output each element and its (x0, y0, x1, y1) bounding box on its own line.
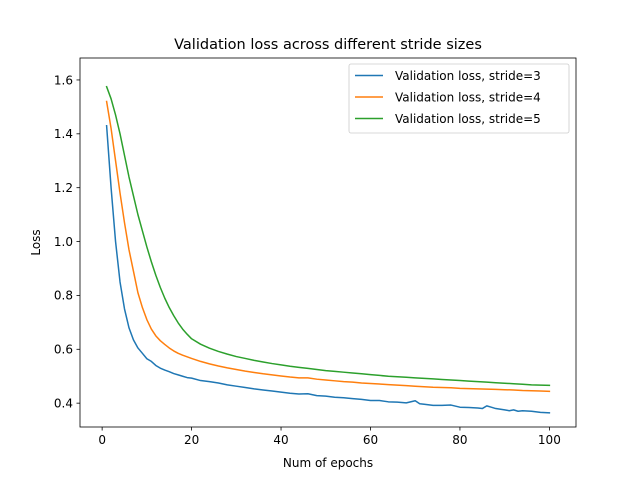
x-axis-label: Num of epochs (283, 456, 373, 470)
x-tick-label: 20 (184, 433, 199, 447)
y-tick-label: 1.2 (54, 181, 73, 195)
legend: Validation loss, stride=3 Validation loss… (348, 63, 570, 134)
x-axis-ticks: 0 20 40 60 80 100 (98, 427, 561, 447)
x-tick-label: 0 (98, 433, 106, 447)
x-tick-label: 100 (538, 433, 561, 447)
y-tick-label: 1.4 (54, 127, 73, 141)
y-axis-label: Loss (29, 229, 43, 255)
x-tick-label: 80 (452, 433, 467, 447)
series-line-2 (105, 100, 551, 393)
series-line-1 (105, 124, 551, 414)
legend-box (348, 63, 570, 134)
legend-entries: Validation loss, stride=3 Validation loss… (355, 69, 541, 126)
x-tick-label: 60 (363, 433, 378, 447)
x-tick-label: 40 (273, 433, 288, 447)
y-axis-ticks: 0.4 0.6 0.8 1.0 1.2 1.4 1.6 (54, 73, 80, 410)
axes-frame (79, 57, 577, 428)
y-tick-label: 1.6 (54, 73, 73, 87)
legend-label-2: Validation loss, stride=4 (395, 90, 541, 104)
y-tick-label: 0.4 (54, 396, 73, 410)
series-layer (105, 85, 551, 414)
y-tick-label: 0.8 (54, 289, 73, 303)
legend-label-1: Validation loss, stride=3 (395, 69, 541, 83)
y-tick-label: 1.0 (54, 235, 73, 249)
y-tick-label: 0.6 (54, 343, 73, 357)
series-line-3 (105, 85, 551, 387)
chart-title: Validation loss across different stride … (174, 37, 482, 53)
legend-label-3: Validation loss, stride=5 (395, 112, 541, 126)
